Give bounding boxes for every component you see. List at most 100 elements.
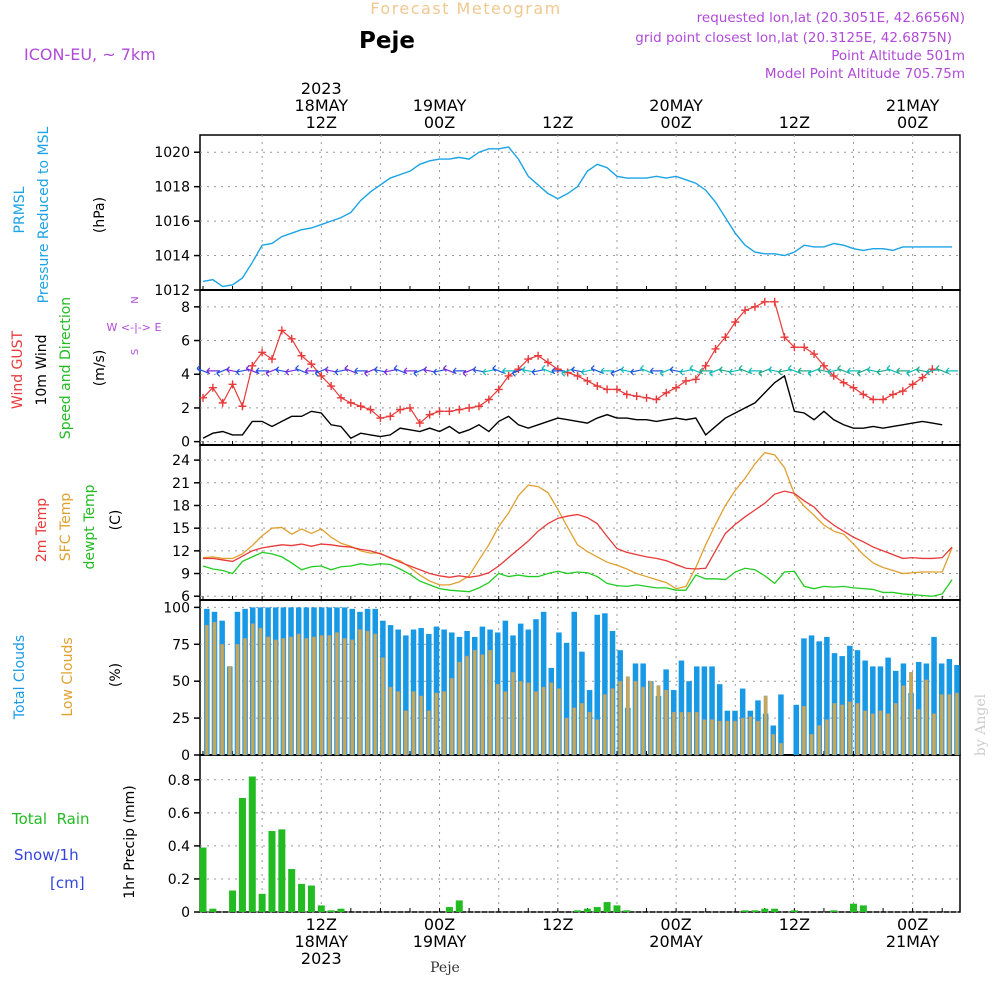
gust-marker: [839, 378, 848, 387]
low-cloud-bar: [518, 680, 523, 756]
ytick-label: 0.4: [168, 839, 190, 855]
low-cloud-bar: [610, 688, 615, 756]
plot-area: 1012101410161018102002468691215182124025…: [154, 79, 961, 968]
gust-marker: [336, 393, 345, 402]
rain-bar: [199, 847, 207, 912]
ytick-label: 0: [181, 435, 190, 451]
gust-marker: [721, 333, 730, 342]
gust-marker: [642, 393, 651, 402]
low-cloud-bar: [204, 624, 209, 756]
rain-bar: [317, 905, 325, 912]
low-cloud-bar: [740, 717, 745, 756]
low-cloud-bar: [220, 644, 225, 756]
gust-marker: [297, 351, 306, 360]
low-cloud-bar: [350, 639, 355, 756]
low-cloud-bar: [250, 623, 255, 756]
gust-marker: [603, 385, 612, 394]
low-cloud-bar: [534, 691, 538, 756]
wind-direction-arrow: [689, 365, 703, 374]
low-cloud-bar: [832, 703, 837, 756]
temp-unit: (C): [108, 510, 124, 531]
gust-marker: [327, 382, 336, 391]
gust-marker: [829, 371, 838, 380]
low-cloud-bar: [687, 711, 691, 756]
total-cloud-bar: [540, 611, 547, 755]
time-label-top: 2023: [301, 79, 342, 98]
compass-we: W <-|-> E: [107, 321, 162, 334]
time-label-top: 12Z: [542, 113, 573, 132]
time-label-top: 00Z: [424, 113, 455, 132]
rain-bar: [830, 910, 838, 912]
total-cloud-bar: [418, 628, 424, 755]
gust-marker: [465, 403, 474, 412]
low-cloud-bar: [442, 691, 447, 756]
gust-marker: [346, 398, 355, 407]
wind-direction-arrow: [925, 368, 939, 376]
low-cloud-bar: [296, 633, 301, 756]
info-gridpoint: grid point closest lon,lat (20.3125E, 42…: [635, 30, 952, 46]
gust-marker: [534, 351, 543, 360]
low-cloud-bar: [840, 704, 845, 756]
panel-temperature: 6 9 12 15 18 21 24: [172, 444, 961, 605]
low-cloud-bar: [802, 706, 806, 756]
credit: by Angel: [973, 693, 989, 756]
low-cloud-bar: [855, 703, 860, 756]
pressure-line: [202, 146, 953, 288]
wind-direction-arrow: [442, 365, 456, 374]
gust-marker: [524, 355, 533, 364]
gust-marker: [208, 383, 217, 392]
low-cloud-bar: [227, 666, 232, 756]
wind-direction-arrow: [551, 367, 564, 375]
ytick-label: 100: [163, 600, 190, 616]
low-cloud-bar: [580, 703, 584, 756]
wind-direction-arrow: [344, 365, 358, 374]
low-cloud-bar: [457, 661, 462, 756]
wind-direction-arrow: [354, 367, 367, 375]
pressure-panel-labels: PRMSL Pressure Reduced to MSL (hPa): [12, 126, 108, 303]
wind-direction-arrow: [295, 365, 308, 374]
rain-bar: [229, 890, 237, 912]
low-cloud-bar: [281, 638, 286, 756]
total-cloud-bar: [870, 666, 876, 755]
gust-marker: [573, 371, 582, 380]
low-cloud-bar: [465, 655, 469, 756]
wind-direction-arrow: [630, 368, 643, 376]
ytick-label: 18: [172, 498, 190, 514]
wind-direction-arrow: [531, 368, 545, 376]
dew-label: dewpt Temp: [82, 484, 98, 569]
rain-bar: [455, 900, 463, 912]
low-cloud-bar: [319, 635, 324, 756]
gust-marker: [287, 334, 296, 343]
prmsl-label: PRMSL: [12, 186, 28, 233]
gust-marker: [455, 405, 464, 414]
low-cloud-bar: [771, 734, 776, 756]
rain-bar: [593, 907, 601, 912]
rain-bar: [268, 831, 276, 912]
gust-marker: [731, 318, 740, 327]
gust-marker: [405, 403, 414, 412]
low-cloud-bar: [633, 680, 638, 756]
ytick-label: 1016: [154, 214, 190, 230]
panel-precip: 0 0.2 0.4 0.6 0.8: [168, 754, 961, 921]
wind-direction-arrow: [452, 367, 466, 375]
time-label-top: 00Z: [660, 113, 691, 132]
sfc-temp-line: [202, 451, 953, 590]
low-cloud-bar: [358, 629, 362, 756]
gust-marker: [672, 383, 681, 392]
low-cloud-bar: [725, 720, 730, 756]
wind-direction-arrow: [245, 365, 259, 374]
low-cloud-bar: [809, 734, 814, 756]
rain-bar: [307, 885, 315, 912]
info-model-altitude: Model Point Altitude 705.75m: [765, 66, 965, 82]
rain-bar: [238, 797, 246, 912]
gust-marker: [258, 348, 267, 357]
rain-bar: [574, 910, 582, 912]
low-cloud-bar: [434, 692, 439, 756]
gust-marker: [819, 361, 828, 370]
rain-bar: [248, 776, 256, 912]
total-cloud-bar: [915, 662, 922, 755]
low-cloud-label: Low Clouds: [60, 637, 76, 716]
wind-direction-arrow: [383, 368, 397, 376]
model-label: ICON-EU, ~ 7km: [24, 45, 156, 64]
total-cloud-bar: [931, 636, 937, 755]
